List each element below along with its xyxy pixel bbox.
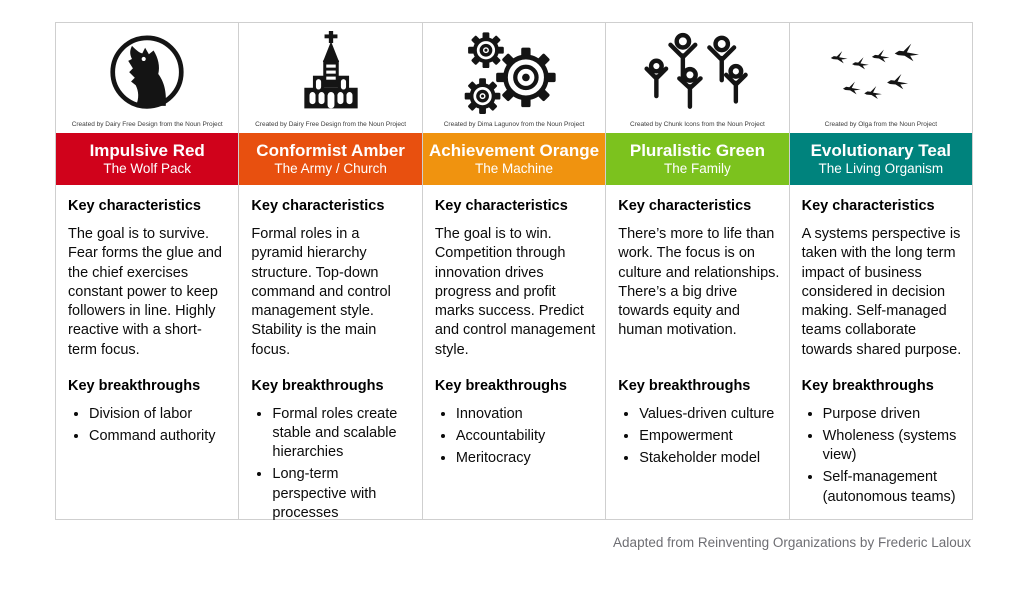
stage-title: Pluralistic Green	[629, 140, 765, 160]
characteristics-heading: Key characteristics	[434, 198, 568, 214]
breakthroughs-list: Purpose driven Wholeness (systems view) …	[802, 405, 963, 507]
breakthroughs-list: Values-driven culture Empowerment Stakeh…	[618, 405, 779, 468]
breakthrough-item: Long-term perspective with processes	[272, 465, 412, 522]
icon-credit: Created by Dairy Free Design from the No…	[255, 121, 407, 128]
characteristics-heading: Key characteristics	[251, 198, 385, 214]
stage-body: Key characteristics There’s more to life…	[606, 185, 788, 471]
icon-cell: Created by Dairy Free Design from the No…	[239, 23, 421, 133]
icon-credit: Created by Chunk Icons from the Noun Pro…	[630, 121, 765, 128]
stage-body: Key characteristics The goal is to win. …	[423, 185, 605, 471]
breakthrough-item: Innovation	[456, 405, 596, 424]
stage-header: Evolutionary Teal The Living Organism	[789, 133, 973, 185]
stage-title: Conformist Amber	[256, 140, 405, 160]
column-evolutionary-teal: Created by Olga from the Noun Project Ev…	[789, 22, 974, 520]
icon-credit: Created by Dima Lagunov from the Noun Pr…	[443, 121, 585, 128]
breakthroughs-heading: Key breakthroughs	[618, 378, 751, 394]
family-icon	[644, 23, 750, 121]
stage-subtitle: The Wolf Pack	[103, 160, 191, 176]
column-pluralistic-green: Created by Chunk Icons from the Noun Pro…	[606, 22, 790, 520]
breakthrough-item: Purpose driven	[823, 405, 963, 424]
characteristics-heading: Key characteristics	[618, 198, 752, 214]
breakthrough-item: Formal roles create stable and scalable …	[272, 405, 412, 462]
gears-icon	[463, 23, 565, 121]
breakthroughs-heading: Key breakthroughs	[434, 378, 567, 394]
breakthrough-item: Division of labor	[89, 405, 229, 424]
column-impulsive-red: Created by Dairy Free Design from the No…	[55, 22, 240, 520]
stage-header: Impulsive Red The Wolf Pack	[56, 133, 239, 185]
stage-subtitle: The Family	[664, 160, 731, 176]
breakthrough-item: Meritocracy	[456, 449, 596, 468]
column-achievement-orange: Created by Dima Lagunov from the Noun Pr…	[422, 22, 607, 520]
organizational-stages-table: Created by Dairy Free Design from the No…	[55, 22, 974, 521]
birds-flock-icon	[827, 23, 935, 121]
breakthroughs-list: Formal roles create stable and scalable …	[251, 405, 412, 523]
breakthrough-item: Accountability	[456, 427, 596, 446]
breakthroughs-heading: Key breakthroughs	[251, 378, 384, 394]
church-icon	[288, 23, 374, 121]
attribution-footer: Adapted from Reinventing Organizations b…	[613, 535, 971, 550]
wolf-howling-icon	[100, 23, 194, 121]
stage-header: Pluralistic Green The Family	[606, 133, 789, 185]
stage-header: Achievement Orange The Machine	[422, 133, 606, 185]
stage-subtitle: The Army / Church	[274, 160, 387, 176]
breakthroughs-list: Innovation Accountability Meritocracy	[435, 405, 596, 468]
icon-credit: Created by Olga from the Noun Project	[824, 121, 938, 128]
breakthrough-item: Values-driven culture	[639, 405, 779, 424]
breakthroughs-heading: Key breakthroughs	[68, 378, 201, 394]
breakthrough-item: Stakeholder model	[639, 449, 779, 468]
characteristics-text: A systems perspective is taken with the …	[801, 226, 962, 358]
stage-title: Impulsive Red	[89, 140, 205, 160]
stage-body: Key characteristics The goal is to survi…	[56, 185, 238, 449]
characteristics-text: The goal is to win. Competition through …	[434, 226, 596, 358]
stage-title: Achievement Orange	[428, 140, 600, 160]
characteristics-text: Formal roles in a pyramid hierarchy stru…	[251, 226, 391, 358]
stage-body: Key characteristics Formal roles in a py…	[239, 185, 421, 526]
icon-cell: Created by Olga from the Noun Project	[790, 23, 972, 133]
icon-credit: Created by Dairy Free Design from the No…	[71, 121, 223, 128]
icon-cell: Created by Dima Lagunov from the Noun Pr…	[423, 23, 605, 133]
breakthroughs-list: Division of labor Command authority	[68, 405, 229, 446]
icon-cell: Created by Chunk Icons from the Noun Pro…	[606, 23, 788, 133]
breakthrough-item: Empowerment	[639, 427, 779, 446]
characteristics-heading: Key characteristics	[68, 198, 201, 214]
breakthrough-item: Command authority	[89, 427, 229, 446]
breakthrough-item: Wholeness (systems view)	[823, 427, 963, 465]
breakthrough-item: Self-management (autonomous teams)	[823, 468, 963, 506]
stage-body: Key characteristics A systems perspectiv…	[790, 185, 972, 510]
characteristics-text: There’s more to life than work. The focu…	[618, 226, 780, 339]
stage-subtitle: The Machine	[474, 160, 554, 176]
breakthroughs-heading: Key breakthroughs	[801, 378, 934, 394]
characteristics-heading: Key characteristics	[801, 198, 935, 214]
column-conformist-amber: Created by Dairy Free Design from the No…	[239, 22, 423, 521]
stage-title: Evolutionary Teal	[810, 140, 952, 160]
characteristics-text: The goal is to survive. Fear forms the g…	[68, 226, 222, 358]
stage-header: Conformist Amber The Army / Church	[239, 133, 422, 185]
stage-subtitle: The Living Organism	[818, 160, 944, 176]
icon-cell: Created by Dairy Free Design from the No…	[56, 23, 238, 133]
